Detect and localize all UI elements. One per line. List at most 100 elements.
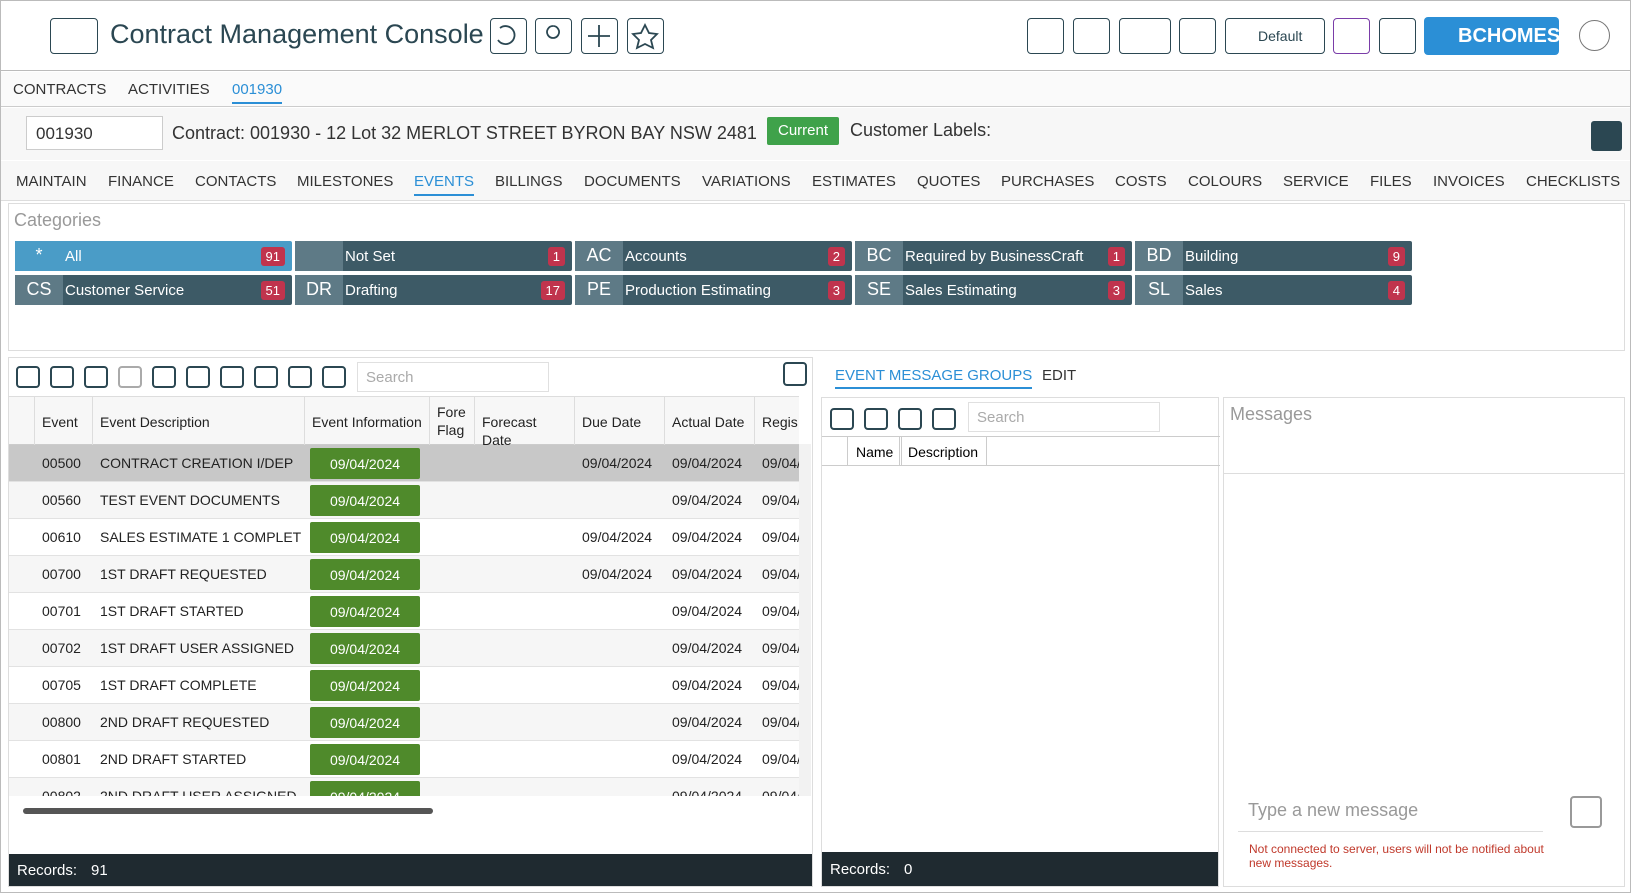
category-chip[interactable]: * All 91 (15, 241, 292, 271)
layout-button[interactable] (1179, 18, 1216, 54)
close-button[interactable] (1579, 20, 1610, 51)
column-header[interactable]: Event (34, 397, 92, 445)
search-box[interactable]: Search (968, 402, 1160, 432)
refresh-button[interactable] (490, 18, 527, 54)
toolbar-button[interactable] (932, 408, 956, 430)
theme-button[interactable] (1333, 18, 1370, 54)
send-button[interactable] (1570, 796, 1602, 828)
header (1, 1, 1630, 71)
category-chip[interactable]: SL Sales 4 (1135, 275, 1412, 305)
settings-button[interactable] (535, 18, 572, 54)
column-header[interactable]: Fore Flag (429, 397, 474, 445)
category-code: DR (306, 279, 332, 299)
grid-cell: 00700 (42, 566, 81, 582)
profile-select[interactable]: Default (1225, 18, 1325, 54)
category-chip[interactable]: AC Accounts 2 (575, 241, 852, 271)
event-info-button[interactable]: 09/04/2024 (310, 596, 420, 627)
category-chip[interactable]: Not Set 1 (295, 241, 572, 271)
more-button[interactable] (1591, 121, 1622, 151)
nav-tab[interactable]: MILESTONES (297, 173, 394, 190)
toolbar-button[interactable] (50, 366, 74, 388)
category-chip[interactable]: SE Sales Estimating 3 (855, 275, 1132, 305)
nav-tab[interactable]: MAINTAIN (16, 173, 87, 190)
message-input[interactable]: Type a new message (1238, 788, 1543, 832)
toolbar-button[interactable] (288, 366, 312, 388)
tab[interactable]: 001930 (232, 81, 283, 104)
nav-tab[interactable]: ESTIMATES (812, 173, 896, 190)
edit-toggle[interactable] (783, 362, 807, 386)
tab[interactable]: CONTRACTS (13, 81, 107, 98)
column-header[interactable]: Description (899, 436, 988, 466)
toolbar-button[interactable] (84, 366, 108, 388)
category-code: BD (1146, 245, 1172, 265)
toolbar-button[interactable] (220, 366, 244, 388)
event-info-button[interactable]: 09/04/2024 (310, 633, 420, 664)
nav-tab[interactable]: VARIATIONS (702, 173, 791, 190)
groups-tab[interactable]: EDIT (1042, 367, 1077, 384)
tab-close[interactable] (288, 81, 302, 95)
event-info-button[interactable]: 09/04/2024 (310, 670, 420, 701)
grid-cell: 00610 (42, 529, 81, 545)
nav-tab[interactable]: INVOICES (1433, 173, 1505, 190)
column-header[interactable]: Event Information (304, 397, 429, 445)
nav-tab[interactable]: EVENTS (414, 173, 475, 196)
customer-labels[interactable]: Customer Labels: (850, 120, 992, 140)
groups-tab[interactable]: EVENT MESSAGE GROUPS (835, 367, 1033, 389)
column-header[interactable]: Forecast Date (474, 397, 574, 445)
nav-tab[interactable]: CONTACTS (195, 173, 277, 190)
tab[interactable]: ACTIVITIES (128, 81, 210, 98)
nav-tab[interactable]: QUOTES (917, 173, 981, 190)
column-header[interactable]: Regis (754, 397, 799, 445)
event-info-button[interactable]: 09/04/2024 (310, 485, 420, 516)
category-chip[interactable]: BD Building 9 (1135, 241, 1412, 271)
grid-header (822, 436, 1220, 466)
category-chip[interactable]: BC Required by BusinessCraft 1 (855, 241, 1132, 271)
toolbar-button[interactable] (830, 408, 854, 430)
brand-button[interactable]: BCHOMES (1424, 17, 1560, 55)
notes-button[interactable] (1027, 18, 1064, 54)
nav-tab[interactable]: CHECKLISTS (1526, 173, 1621, 190)
category-code: AC (586, 245, 612, 265)
event-info-button[interactable]: 09/04/2024 (310, 522, 420, 553)
column-header[interactable]: Event Description (92, 397, 304, 445)
category-chip[interactable]: CS Customer Service 51 (15, 275, 292, 305)
history-button[interactable] (1379, 18, 1416, 54)
toolbar-button[interactable] (152, 366, 176, 388)
nav-tab[interactable]: FILES (1370, 173, 1412, 190)
grid-cell: 09/04/2024 (672, 566, 743, 582)
app-menu[interactable] (50, 18, 98, 54)
nav-tab[interactable]: BILLINGS (495, 173, 563, 190)
toolbar-button[interactable] (254, 366, 278, 388)
column-header[interactable]: Due Date (574, 397, 664, 445)
filter-button[interactable] (1119, 18, 1171, 54)
event-info-button[interactable]: 09/04/2024 (310, 744, 420, 775)
contract-select[interactable]: 001930 (26, 116, 163, 150)
event-info-button[interactable]: 09/04/2024 (310, 559, 420, 590)
nav-tab[interactable]: DOCUMENTS (584, 173, 681, 190)
v-scrollbar (799, 444, 811, 796)
category-chip[interactable]: PE Production Estimating 3 (575, 275, 852, 305)
category-chip[interactable]: DR Drafting 17 (295, 275, 572, 305)
nav-tab[interactable]: COSTS (1115, 173, 1167, 190)
add-button[interactable] (581, 18, 618, 54)
event-info-button[interactable]: 09/04/2024 (310, 707, 420, 738)
nav-tab[interactable]: COLOURS (1188, 173, 1263, 190)
column-header[interactable]: Actual Date (664, 397, 754, 445)
category-code: PE (586, 279, 611, 299)
search-box[interactable]: Search (357, 362, 549, 392)
toolbar-button[interactable] (898, 408, 922, 430)
ticket-button[interactable] (1073, 18, 1110, 54)
event-info-button[interactable]: 09/04/2024 (310, 781, 420, 796)
toolbar-button[interactable] (864, 408, 888, 430)
nav-tab[interactable]: PURCHASES (1001, 173, 1095, 190)
toolbar-button[interactable] (118, 366, 142, 388)
toolbar-button[interactable] (322, 366, 346, 388)
favourite-button[interactable] (627, 18, 664, 54)
category-code-box (295, 275, 343, 305)
toolbar-button[interactable] (186, 366, 210, 388)
nav-tab[interactable]: FINANCE (108, 173, 174, 190)
nav-tab[interactable]: SERVICE (1283, 173, 1349, 190)
column-header[interactable]: Name (847, 436, 903, 466)
event-info-button[interactable]: 09/04/2024 (310, 448, 420, 479)
toolbar-button[interactable] (16, 366, 40, 388)
